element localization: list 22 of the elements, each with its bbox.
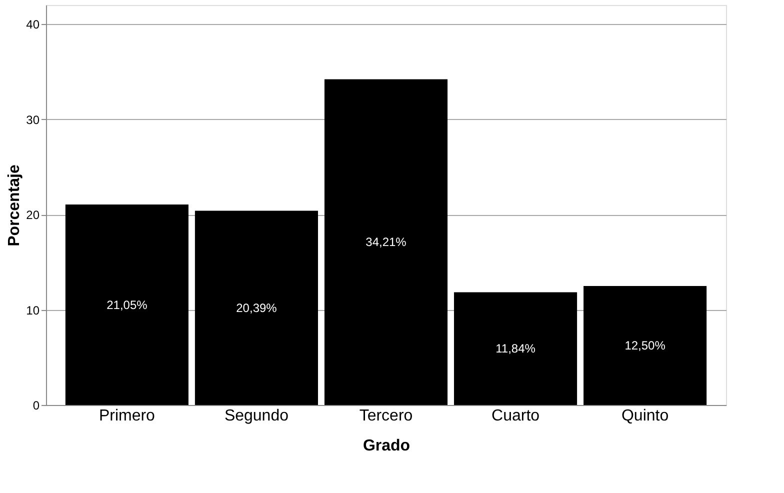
x-tick-label: Tercero [359,408,413,424]
x-tick-label: Quinto [621,408,669,424]
data-label: 21,05% [106,298,148,312]
y-tick-label: 40 [26,18,40,32]
data-label: 34,21% [366,235,407,250]
x-tick-label: Primero [98,408,156,424]
y-axis-title: Porcentaje [6,164,24,246]
data-label: 12,50% [624,338,666,352]
y-tick-label: 0 [32,398,40,412]
x-tick-label: Cuarto [492,408,540,424]
x-axis-title: Grado [362,438,410,454]
bar [584,286,707,405]
bar [454,292,578,405]
y-tick-label: 10 [26,303,40,318]
data-label: 20,39% [236,300,278,315]
bar [324,79,448,405]
y-tick-label: 30 [26,112,40,127]
y-tick-label: 20 [26,208,40,222]
x-tick-label: Segundo [224,408,289,424]
bar [65,204,188,405]
data-label: 11,84% [496,342,536,356]
bar [194,210,318,405]
